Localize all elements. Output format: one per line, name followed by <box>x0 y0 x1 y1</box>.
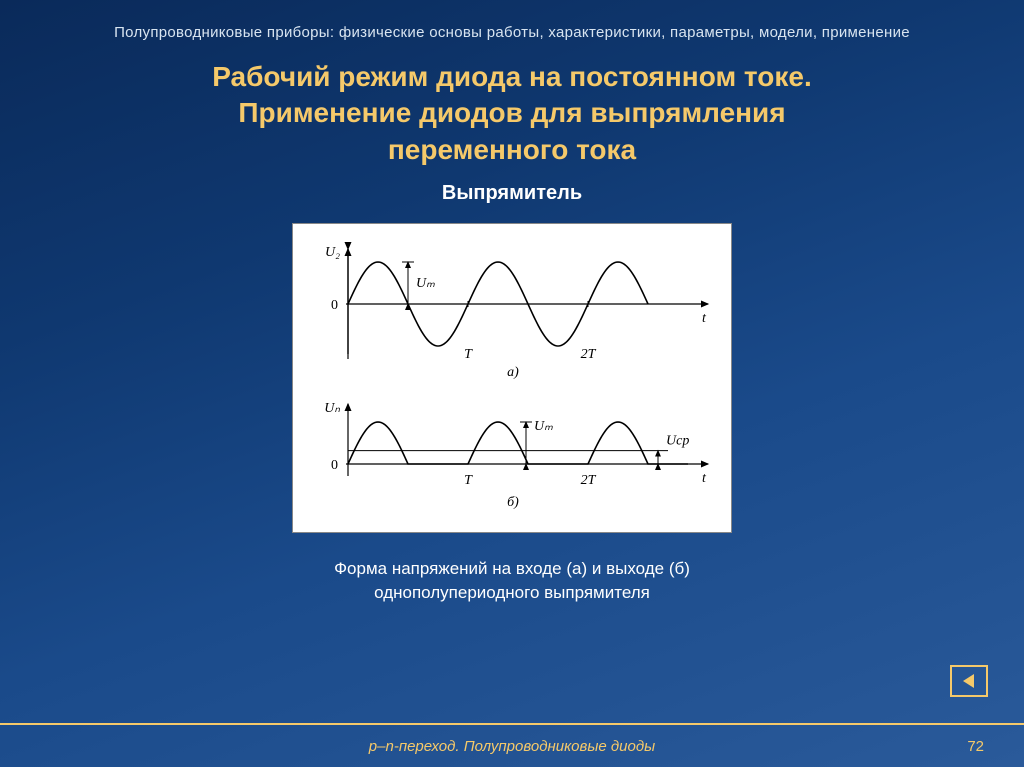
svg-text:T: T <box>464 347 473 362</box>
svg-text:0: 0 <box>331 298 338 313</box>
triangle-left-icon <box>960 672 978 690</box>
caption-line: однополупериодного выпрямителя <box>0 581 1024 605</box>
svg-text:a): a) <box>507 365 519 380</box>
title-line: переменного тока <box>0 132 1024 168</box>
svg-text:T: T <box>464 473 473 488</box>
svg-text:Uₘ: Uₘ <box>416 276 435 291</box>
back-button[interactable] <box>950 665 988 697</box>
svg-text:U₂: U₂ <box>325 245 340 260</box>
page-number: 72 <box>967 738 984 755</box>
footer-text: p–n-переход. Полупроводниковые диоды <box>369 738 655 755</box>
svg-text:Uₙ: Uₙ <box>324 401 340 416</box>
svg-text:2T: 2T <box>581 473 597 488</box>
svg-text:Uₘ: Uₘ <box>534 419 553 434</box>
waveform-diagram: U₂ 0 Uₘ T 2T t a) Uₙ 0 Uₘ Uср T 2T t б) <box>292 223 732 533</box>
header-text: Полупроводниковые приборы: физические ос… <box>0 0 1024 41</box>
svg-text:б): б) <box>507 495 519 510</box>
title-line: Применение диодов для выпрямления <box>0 95 1024 131</box>
title-line: Рабочий режим диода на постоянном токе. <box>0 59 1024 95</box>
svg-text:t: t <box>702 311 707 326</box>
subtitle: Выпрямитель <box>0 182 1024 205</box>
svg-text:0: 0 <box>331 458 338 473</box>
svg-text:t: t <box>702 471 707 486</box>
slide-title: Рабочий режим диода на постоянном токе. … <box>0 59 1024 168</box>
footer-bar: p–n-переход. Полупроводниковые диоды 72 <box>0 723 1024 767</box>
svg-text:Uср: Uср <box>666 434 689 449</box>
caption-line: Форма напряжений на входе (а) и выходе (… <box>0 557 1024 581</box>
diagram-caption: Форма напряжений на входе (а) и выходе (… <box>0 557 1024 605</box>
svg-text:2T: 2T <box>581 347 597 362</box>
